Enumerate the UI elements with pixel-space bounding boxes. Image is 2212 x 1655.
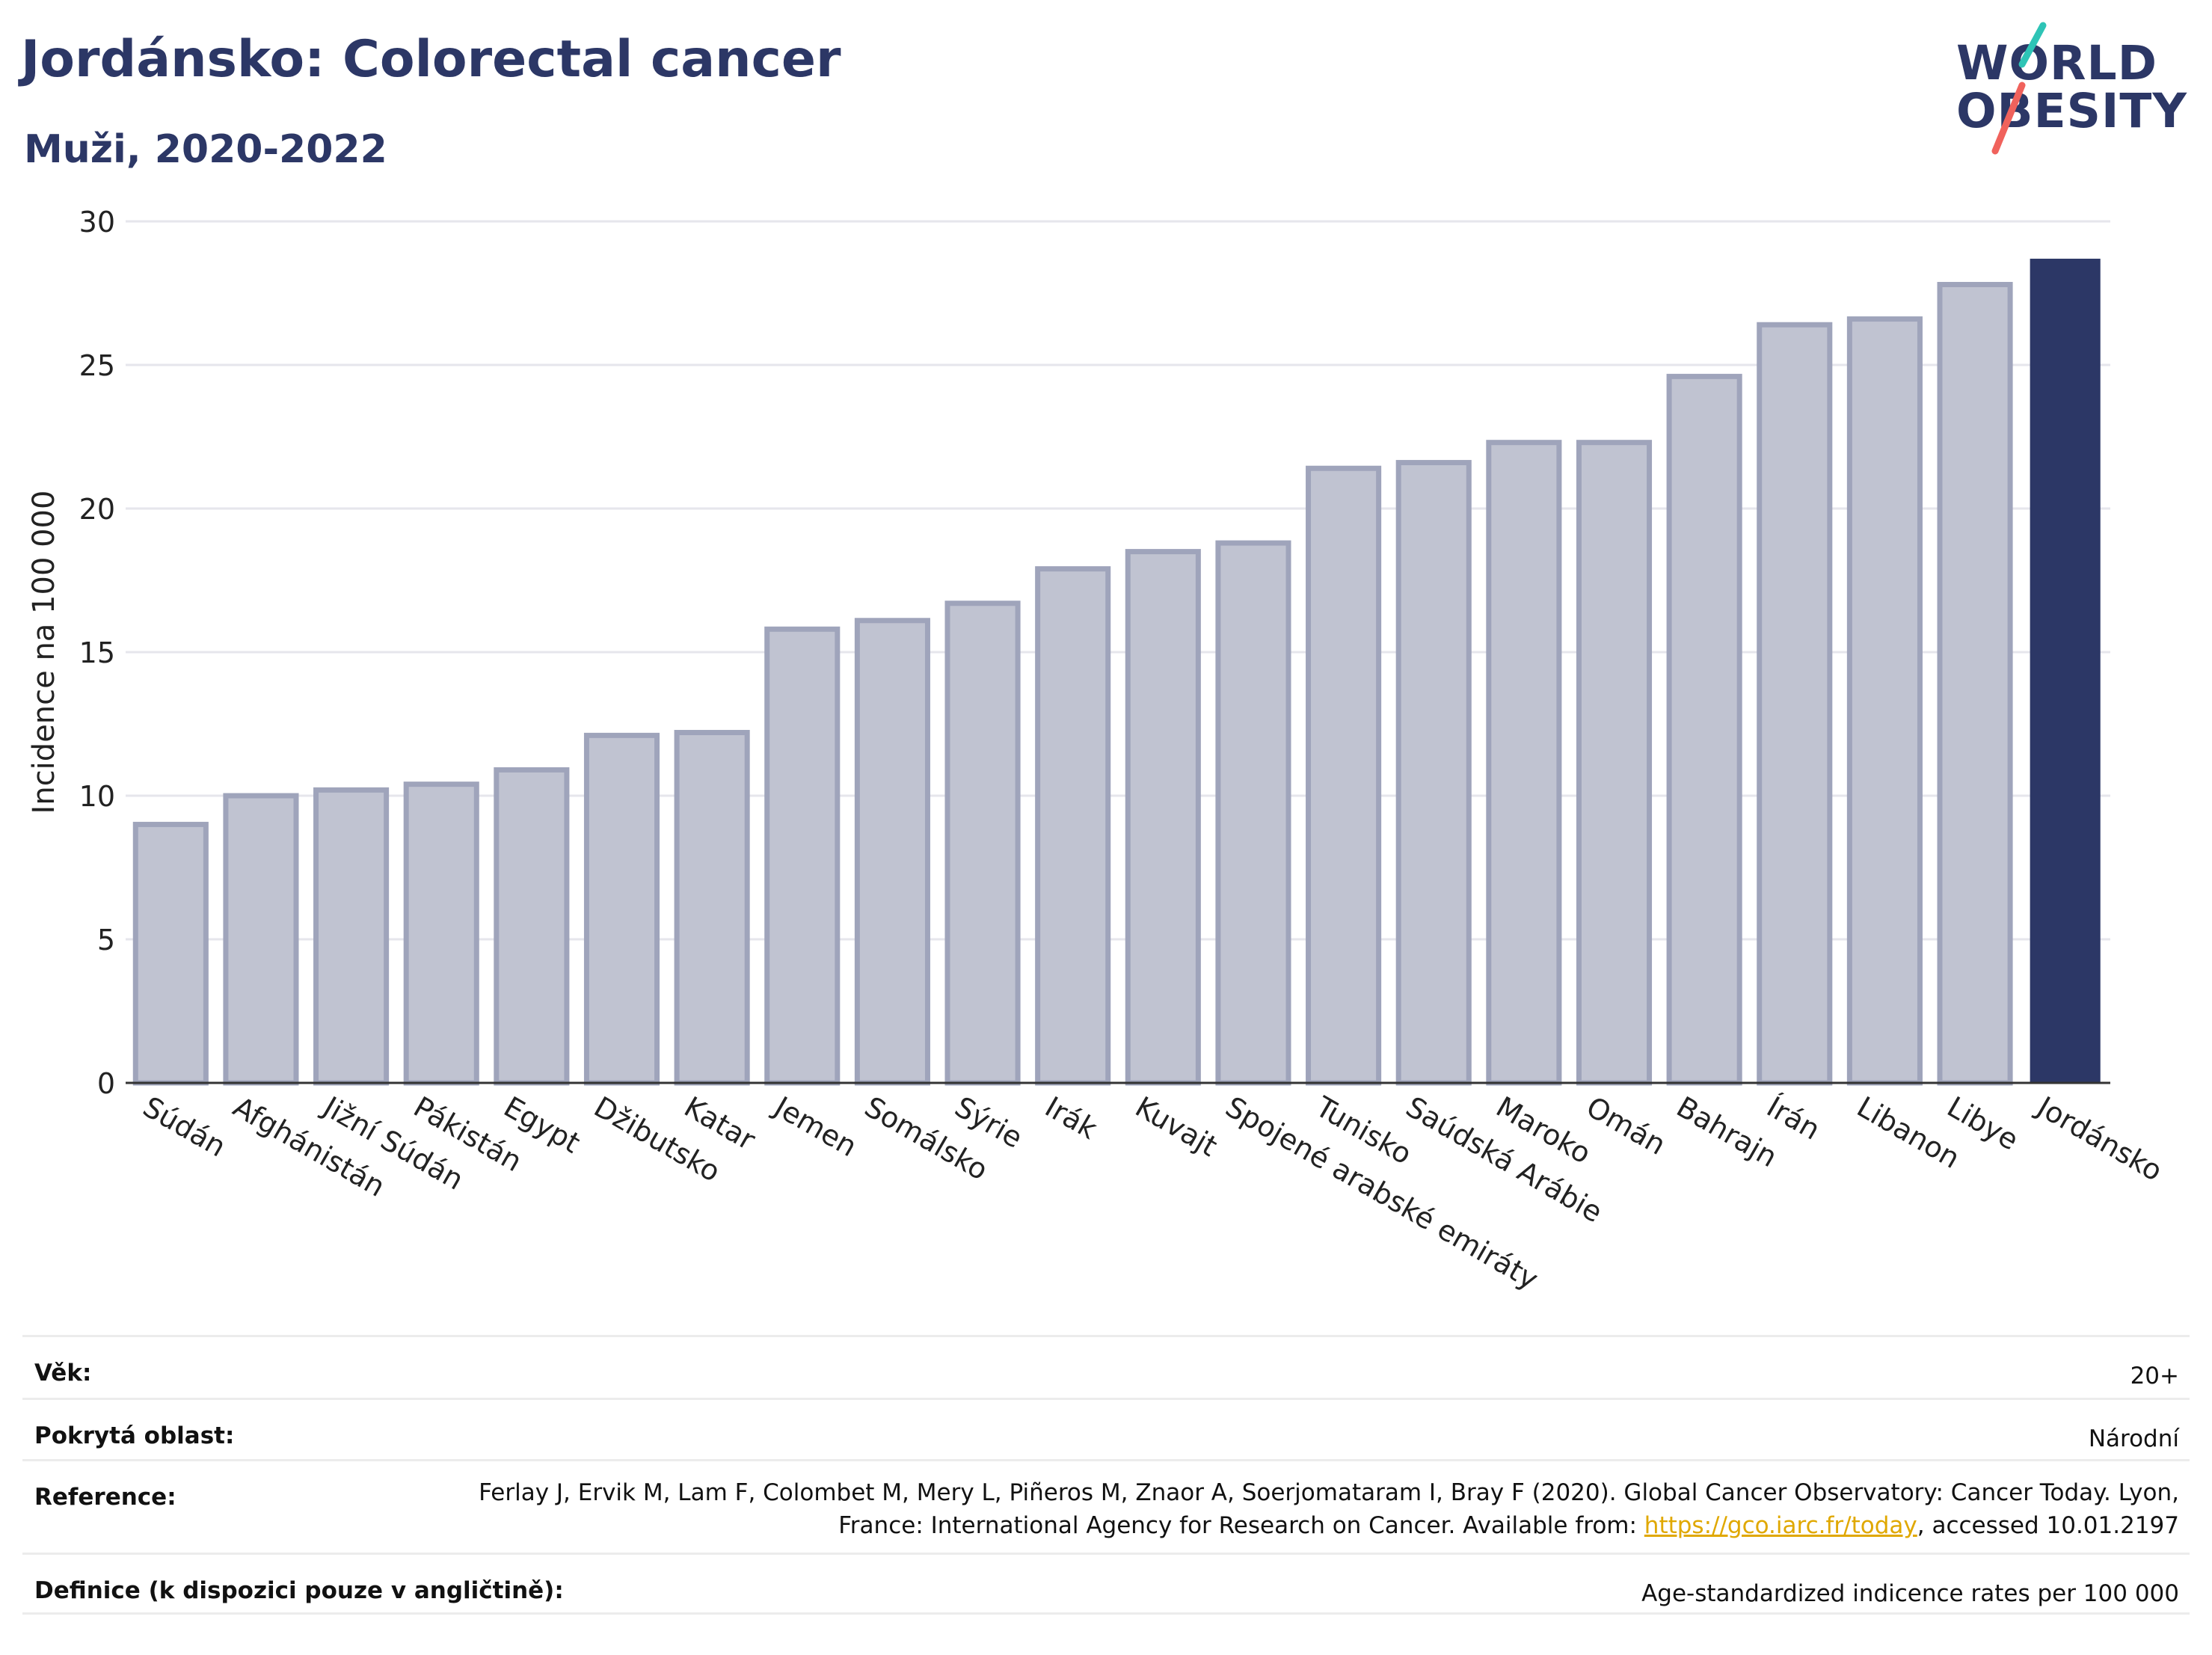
bar-2 [313,787,390,1086]
definition-value: Age-standardized indicence rates per 100… [1641,1580,2179,1607]
reference-accessed: , accessed 10.01.2197 [1917,1512,2179,1539]
x-tick-label: Irák [1039,1090,1102,1146]
definition-label: Definice (k dispozici pouze v angličtině… [34,1577,564,1604]
area-value: Národní [2088,1425,2179,1452]
bar-7 [764,626,841,1086]
x-tick-label: Súdán [138,1090,232,1164]
page-title: Jordánsko: Colorectal cancer [21,30,841,89]
y-tick-label: 15 [79,636,115,669]
bar-19 [1846,316,1923,1086]
bar-5 [583,732,660,1086]
bar-1 [223,793,299,1086]
x-tick-label: Afghánistán [227,1090,390,1203]
reference-label: Reference: [34,1484,176,1511]
logo-text-world: WORLD [1956,36,2157,90]
bar-6 [674,730,750,1086]
x-tick-label: Libanon [1852,1090,1965,1175]
info-row-area: Pokrytá oblast: Národní [22,1398,2190,1459]
y-tick-label: 5 [97,924,115,957]
y-axis-label: Incidence na 100 000 [27,491,61,814]
bar-0 [132,821,209,1086]
info-table: Věk: 20+ Pokrytá oblast: Národní Referen… [22,1335,2190,1615]
y-tick-label: 25 [79,349,115,382]
bar-12 [1215,540,1291,1086]
y-tick-label: 30 [79,206,115,239]
y-tick-labels: 0 5 10 15 20 25 30 [79,206,115,1100]
area-label: Pokrytá oblast: [34,1422,235,1449]
chart-bars [132,258,2101,1086]
bar-20 [1937,281,2013,1086]
bar-15 [1486,440,1562,1086]
y-tick-label: 20 [79,493,115,526]
y-tick-label: 10 [79,780,115,813]
bar-21 [2030,258,2101,1083]
bar-18 [1757,322,1833,1086]
x-tick-label: Jemen [768,1090,863,1164]
bar-17 [1666,373,1742,1086]
info-row-age: Věk: 20+ [22,1335,2190,1398]
y-tick-label: 0 [97,1067,115,1100]
reference-value: Ferlay J, Ervik M, Lam F, Colombet M, Me… [395,1461,2190,1542]
bar-10 [1035,566,1111,1086]
x-tick-label: Omán [1581,1090,1671,1161]
logo-text-obesity: OBESITY [1956,84,2188,138]
bar-11 [1125,549,1201,1086]
reference-link[interactable]: https://gco.iarc.fr/today [1644,1512,1917,1539]
info-row-definition: Definice (k dispozici pouze v angličtině… [22,1553,2190,1615]
x-tick-label: Bahrajn [1671,1090,1783,1174]
bar-8 [854,618,930,1086]
bar-16 [1576,440,1653,1086]
page-subtitle: Muži, 2020-2022 [24,127,387,172]
bar-13 [1306,465,1382,1086]
age-value: 20+ [2130,1363,2179,1390]
reference-text: Ferlay J, Ervik M, Lam F, Colombet M, Me… [479,1479,2179,1539]
x-tick-label: Jordánsko [2030,1090,2168,1188]
bar-3 [403,782,479,1086]
x-tick-label: Kuvajt [1130,1090,1223,1163]
info-row-reference: Reference: Ferlay J, Ervik M, Lam F, Col… [22,1459,2190,1553]
bar-4 [494,767,570,1086]
world-obesity-logo: WORLD OBESITY [1944,15,2199,165]
logo-slash-icon [1991,22,2047,155]
age-label: Věk: [34,1360,92,1387]
bar-14 [1395,460,1472,1086]
bar-9 [944,601,1021,1086]
